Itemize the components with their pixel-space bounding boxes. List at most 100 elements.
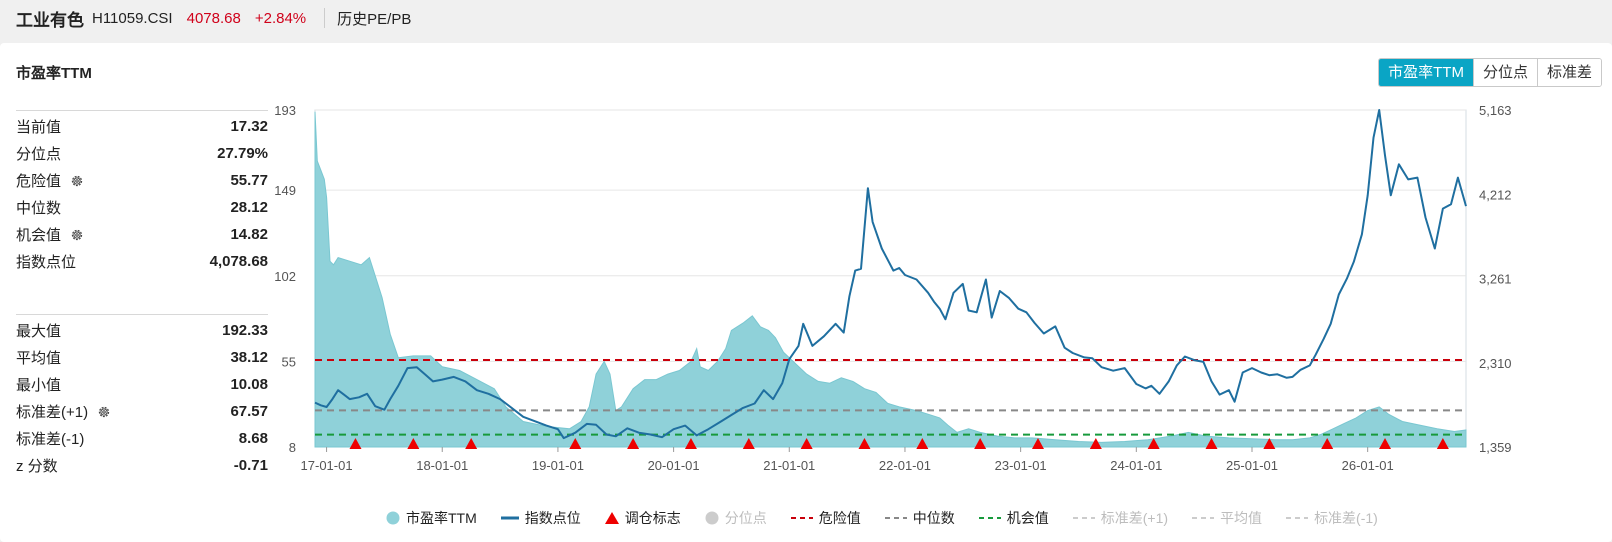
legend-label: 危险值 — [818, 510, 861, 526]
chart-panel — [0, 43, 1612, 542]
legend-item[interactable]: 市盈率TTM — [386, 508, 477, 528]
stat-row: 平均值 38.12 — [16, 344, 268, 371]
rebalance-marker — [627, 438, 640, 449]
legend-line-icon — [500, 516, 519, 520]
stat-label-text: 平均值 — [16, 350, 62, 367]
stat-label: 平均值 — [16, 347, 61, 368]
y-left-tick-label: 102 — [274, 269, 296, 284]
stat-row: 最大值 192.33 — [16, 317, 268, 344]
rebalance-marker — [742, 438, 755, 449]
stats-divider — [16, 314, 268, 315]
x-tick-label: 25-01-01 — [1226, 458, 1278, 473]
stat-label: 最小值 — [16, 374, 61, 395]
chart-title: 市盈率TTM — [16, 65, 92, 82]
legend-dash-icon — [884, 517, 907, 519]
legend-item[interactable]: 指数点位 — [500, 508, 581, 528]
rebalance-marker — [1089, 438, 1102, 449]
x-tick-label: 26-01-01 — [1342, 458, 1394, 473]
stat-label: 机会值 — [16, 224, 84, 245]
y-right-tick-label: 4,212 — [1479, 187, 1512, 202]
x-tick-label: 22-01-01 — [879, 458, 931, 473]
legend-item[interactable]: 调仓标志 — [604, 508, 681, 528]
stat-label-text: 分位点 — [16, 146, 62, 163]
legend-label: 标准差(+1) — [1100, 510, 1169, 526]
legend-item[interactable]: 标准差(-1) — [1286, 508, 1378, 528]
gear-icon[interactable] — [70, 228, 84, 242]
legend-dash-icon — [790, 517, 813, 519]
legend-dash-icon — [1072, 517, 1095, 519]
stat-label-text: 标准差(-1) — [16, 431, 85, 448]
stat-row: 当前值 17.32 — [16, 113, 268, 140]
stat-label: z 分数 — [16, 455, 58, 476]
chart-legend: 市盈率TTM 指数点位 调仓标志 分位点 危险值 中位数 机会值 标准差(+1) 平均值 标准差(… — [386, 508, 1402, 528]
rebalance-marker — [465, 438, 478, 449]
y-right-tick-label: 2,310 — [1479, 356, 1512, 371]
stat-value: -0.71 — [233, 457, 268, 474]
rebalance-marker — [1147, 438, 1160, 449]
rebalance-marker — [684, 438, 697, 449]
legend-circle-icon — [386, 511, 400, 525]
legend-item[interactable]: 机会值 — [978, 508, 1049, 528]
stat-value: 10.08 — [230, 376, 268, 393]
stat-value: 192.33 — [222, 322, 268, 339]
stat-label-text: 指数点位 — [16, 254, 77, 271]
stat-value: 67.57 — [230, 403, 268, 420]
legend-label: 分位点 — [724, 510, 767, 526]
metric-toggle-group: 市盈率TTM 分位点 标准差 — [1378, 58, 1602, 87]
stat-value: 38.12 — [230, 349, 268, 366]
stat-label: 标准差(+1) — [16, 401, 111, 422]
stat-row: 危险值 55.77 — [16, 167, 268, 194]
index-line — [314, 109, 1467, 440]
stat-row: 标准差(+1) 67.57 — [16, 398, 268, 425]
tab-history-pe-pb[interactable]: 历史PE/PB — [337, 10, 412, 28]
rebalance-marker — [1379, 438, 1392, 449]
x-tick-label: 21-01-01 — [763, 458, 815, 473]
rebalance-marker — [858, 438, 871, 449]
btn-std-dev[interactable]: 标准差 — [1536, 59, 1601, 86]
legend-label: 机会值 — [1006, 510, 1049, 526]
stat-value: 55.77 — [230, 172, 268, 189]
stat-label: 分位点 — [16, 143, 61, 164]
y-left-tick-label: 8 — [289, 440, 296, 455]
legend-label: 市盈率TTM — [406, 510, 477, 526]
index-name: 工业有色 — [16, 10, 84, 30]
legend-item[interactable]: 分位点 — [705, 508, 767, 528]
pe-ttm-area — [314, 111, 1467, 448]
legend-item[interactable]: 危险值 — [790, 508, 861, 528]
index-code: H11059.CSI — [92, 9, 173, 27]
rebalance-marker — [407, 438, 420, 449]
y-right-tick-label: 3,261 — [1479, 272, 1512, 287]
y-left-tick-label: 149 — [274, 183, 296, 198]
x-tick-label: 19-01-01 — [532, 458, 584, 473]
stat-label-text: 机会值 — [16, 227, 62, 244]
stat-row: z 分数 -0.71 — [16, 452, 268, 479]
stat-label-text: 当前值 — [16, 119, 62, 136]
stat-label: 最大值 — [16, 320, 61, 341]
legend-label: 平均值 — [1220, 510, 1263, 526]
gear-icon[interactable] — [70, 174, 84, 188]
x-tick-label: 23-01-01 — [995, 458, 1047, 473]
stat-label-text: 标准差(+1) — [16, 404, 89, 421]
y-left-tick-label: 193 — [274, 103, 296, 118]
rebalance-marker — [916, 438, 929, 449]
stats-group-range: 最大值 192.33 平均值 38.12 最小值 10.08 标准差(+1) 67.57 标准差… — [16, 314, 268, 479]
y-right-tick-label: 5,163 — [1479, 103, 1512, 118]
btn-percentile[interactable]: 分位点 — [1472, 59, 1537, 86]
legend-item[interactable]: 中位数 — [884, 508, 955, 528]
y-right-tick-label: 1,359 — [1479, 440, 1512, 455]
rebalance-marker — [349, 438, 362, 449]
legend-label: 中位数 — [912, 510, 955, 526]
top-bar: 工业有色 H11059.CSI 4078.68 +2.84% 历史PE/PB — [0, 0, 1612, 36]
btn-pe-ttm[interactable]: 市盈率TTM — [1379, 59, 1473, 86]
legend-item[interactable]: 标准差(+1) — [1072, 508, 1169, 528]
rebalance-marker — [1205, 438, 1218, 449]
legend-circle-icon — [705, 511, 719, 525]
stat-label: 当前值 — [16, 116, 61, 137]
rebalance-marker — [1031, 438, 1044, 449]
x-tick-label: 20-01-01 — [648, 458, 700, 473]
stat-label: 标准差(-1) — [16, 428, 84, 449]
stat-label-text: z 分数 — [16, 458, 58, 475]
stat-label-text: 危险值 — [16, 173, 62, 190]
gear-icon[interactable] — [97, 405, 111, 419]
legend-item[interactable]: 平均值 — [1192, 508, 1262, 528]
